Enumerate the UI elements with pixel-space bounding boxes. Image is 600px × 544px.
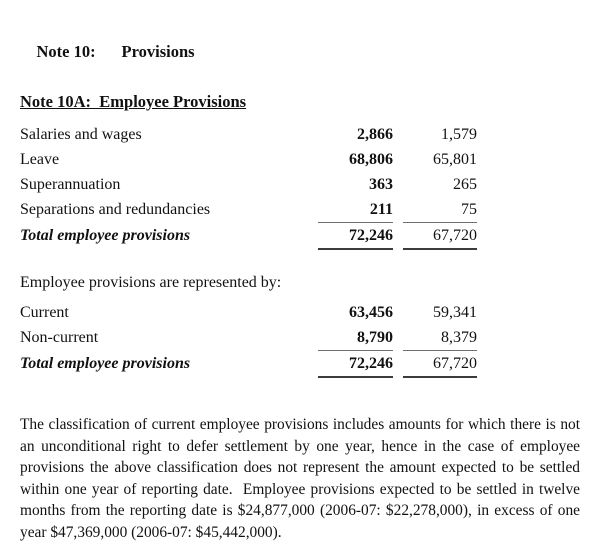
- row-label: Non-current: [20, 329, 99, 346]
- value-prior-year: 265: [453, 176, 477, 193]
- represented-by-table: Current 63,456 59,341 Non-current 8,790 …: [20, 300, 580, 378]
- classification-paragraph: The classification of current employee p…: [20, 416, 584, 541]
- table-row: Leave 68,806 65,801: [20, 147, 477, 172]
- total-row: Total employee provisions 72,246 67,720: [20, 351, 477, 378]
- value-prior-year: 75: [403, 198, 477, 223]
- table-row: Superannuation 363 265: [20, 172, 477, 197]
- table-row: Non-current 8,790 8,379: [20, 325, 477, 351]
- row-label: Current: [20, 304, 69, 321]
- represented-by-heading: Employee provisions are represented by:: [20, 274, 282, 291]
- document-page: Note 10: Provisions Note 10A: Employee Pr…: [20, 22, 580, 541]
- value-current-year: 8,790: [318, 326, 393, 351]
- table-row: Separations and redundancies 211 75: [20, 197, 477, 223]
- value-prior-year: 65,801: [433, 151, 477, 168]
- value-current-year: 363: [369, 176, 393, 193]
- note-subtitle: Note 10A: Employee Provisions: [20, 92, 247, 111]
- value-current-year: 2,866: [357, 126, 393, 143]
- total-prior-year: 67,720: [403, 224, 477, 250]
- note-title-text: Provisions: [121, 42, 195, 61]
- row-label: Salaries and wages: [20, 126, 142, 143]
- total-row: Total employee provisions 72,246 67,720: [20, 223, 477, 250]
- employee-provisions-table: Salaries and wages 2,866 1,579 Leave 68,…: [20, 122, 580, 250]
- note-number-label: Note 10:: [36, 42, 96, 61]
- value-prior-year: 8,379: [403, 326, 477, 351]
- row-label: Superannuation: [20, 176, 121, 193]
- row-label: Leave: [20, 151, 60, 168]
- total-prior-year: 67,720: [403, 352, 477, 378]
- value-prior-year: 59,341: [433, 304, 477, 321]
- value-current-year: 68,806: [349, 151, 393, 168]
- note-title: Note 10: Provisions: [20, 22, 580, 82]
- value-prior-year: 1,579: [441, 126, 477, 143]
- table-row: Salaries and wages 2,866 1,579: [20, 122, 477, 147]
- total-label: Total employee provisions: [20, 355, 191, 372]
- table-row: Current 63,456 59,341: [20, 300, 477, 325]
- row-label: Separations and redundancies: [20, 201, 211, 218]
- value-current-year: 63,456: [349, 304, 393, 321]
- total-current-year: 72,246: [318, 224, 393, 250]
- total-label: Total employee provisions: [20, 227, 191, 244]
- total-current-year: 72,246: [318, 352, 393, 378]
- value-current-year: 211: [318, 198, 393, 223]
